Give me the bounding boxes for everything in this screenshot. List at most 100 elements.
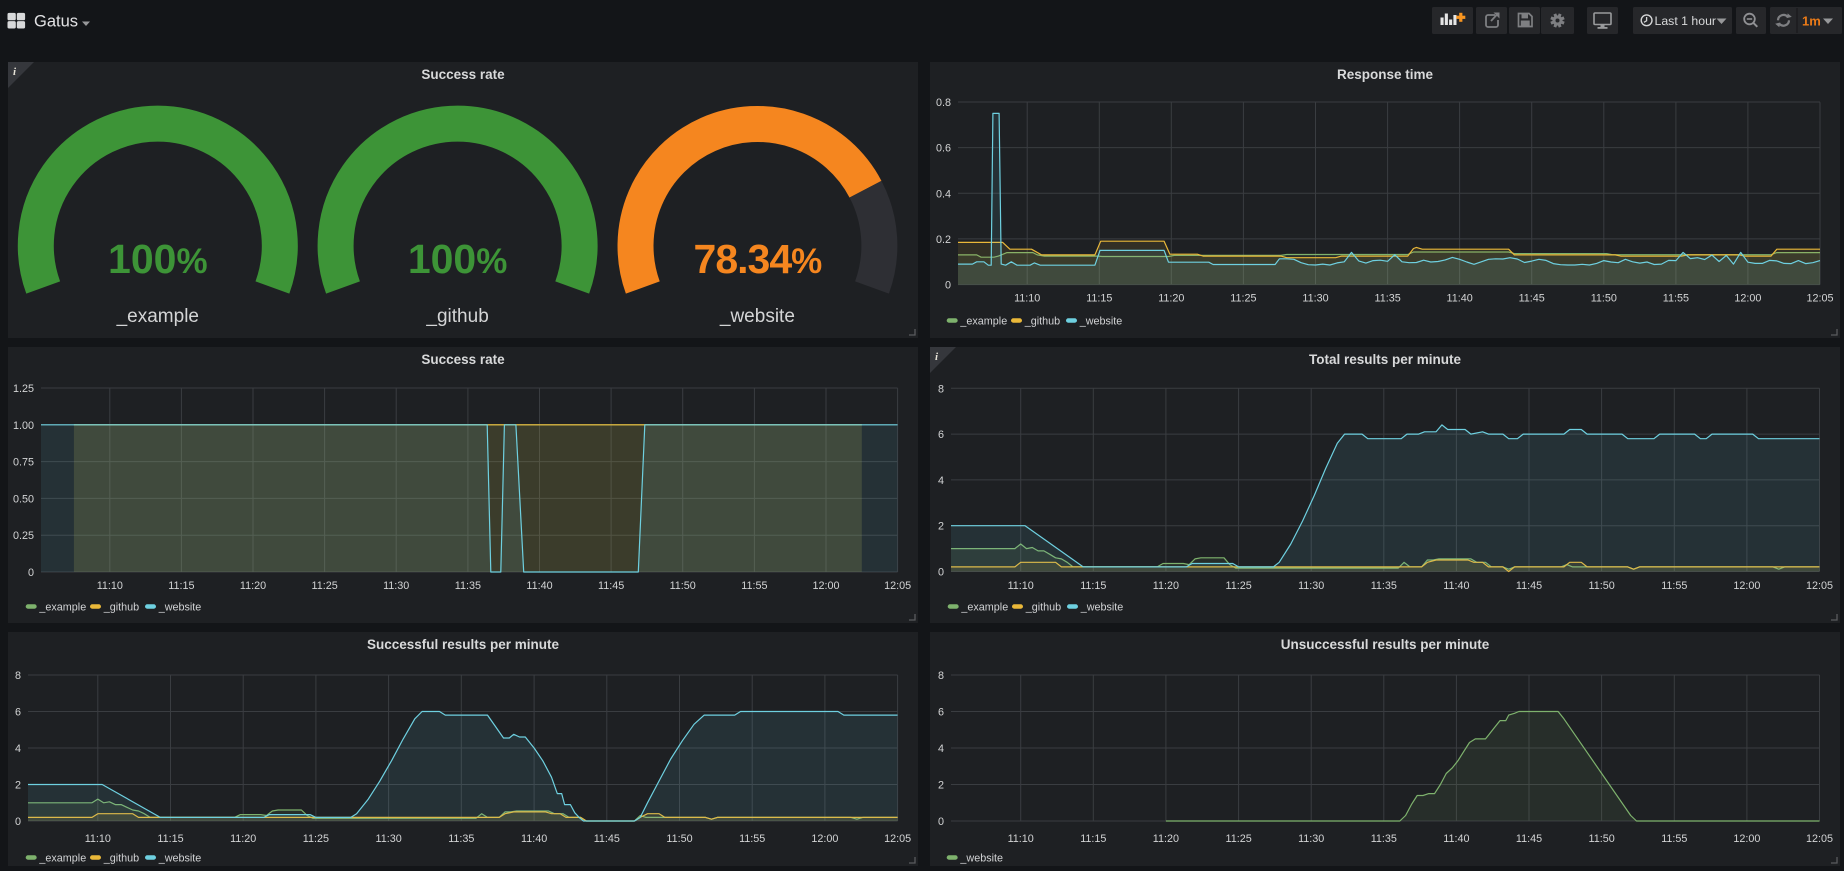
svg-text:_example: _example: [959, 316, 1007, 328]
svg-text:4: 4: [15, 743, 21, 755]
svg-text:11:50: 11:50: [1588, 580, 1614, 592]
svg-text:12:00: 12:00: [1733, 833, 1760, 845]
svg-text:12:00: 12:00: [812, 580, 839, 592]
svg-text:11:10: 11:10: [97, 580, 123, 592]
svg-text:6: 6: [938, 429, 944, 441]
svg-text:2: 2: [938, 780, 944, 792]
svg-text:0.8: 0.8: [936, 97, 951, 109]
svg-text:_website: _website: [1080, 602, 1124, 614]
svg-text:Gatus: Gatus: [34, 13, 78, 31]
svg-text:11:35: 11:35: [455, 580, 481, 592]
svg-text:1m: 1m: [1802, 13, 1821, 28]
svg-text:_example: _example: [960, 602, 1008, 614]
svg-text:11:15: 11:15: [1080, 833, 1106, 845]
svg-text:11:35: 11:35: [448, 833, 474, 845]
svg-text:1.25: 1.25: [13, 383, 34, 395]
svg-text:11:50: 11:50: [670, 580, 696, 592]
svg-text:11:20: 11:20: [1158, 293, 1184, 305]
svg-text:11:25: 11:25: [311, 580, 337, 592]
svg-text:11:10: 11:10: [85, 833, 111, 845]
svg-text:11:25: 11:25: [1225, 580, 1251, 592]
svg-text:_website: _website: [158, 853, 202, 865]
svg-text:11:55: 11:55: [1661, 580, 1687, 592]
svg-text:Successful results per minute: Successful results per minute: [367, 637, 560, 652]
svg-text:100%: 100%: [408, 236, 508, 282]
svg-text:100%: 100%: [108, 236, 208, 282]
svg-text:6: 6: [15, 707, 21, 719]
svg-text:2: 2: [938, 521, 944, 533]
svg-text:i: i: [13, 66, 17, 78]
svg-text:11:30: 11:30: [1298, 580, 1324, 592]
svg-text:_github: _github: [103, 602, 139, 614]
svg-text:6: 6: [938, 707, 944, 719]
svg-text:0.75: 0.75: [13, 457, 34, 469]
svg-text:11:45: 11:45: [598, 580, 624, 592]
svg-text:1.00: 1.00: [13, 420, 34, 432]
svg-text:Last 1 hour: Last 1 hour: [1655, 14, 1717, 28]
svg-text:11:20: 11:20: [1153, 580, 1179, 592]
svg-text:0: 0: [938, 567, 944, 579]
svg-text:11:15: 11:15: [1086, 293, 1112, 305]
svg-text:Total results per minute: Total results per minute: [1309, 352, 1462, 367]
svg-text:11:50: 11:50: [1588, 833, 1614, 845]
svg-text:0.25: 0.25: [13, 530, 34, 542]
svg-text:Success rate: Success rate: [421, 352, 505, 367]
svg-text:12:05: 12:05: [1806, 580, 1833, 592]
svg-text:0.2: 0.2: [936, 234, 951, 246]
svg-text:12:05: 12:05: [1806, 293, 1833, 305]
svg-text:11:25: 11:25: [303, 833, 329, 845]
svg-text:11:25: 11:25: [1230, 293, 1256, 305]
svg-text:12:00: 12:00: [1733, 580, 1760, 592]
svg-text:4: 4: [938, 743, 944, 755]
svg-text:11:55: 11:55: [1663, 293, 1689, 305]
svg-text:11:55: 11:55: [1661, 833, 1687, 845]
svg-text:11:40: 11:40: [1443, 833, 1469, 845]
svg-text:8: 8: [938, 670, 944, 682]
svg-text:11:45: 11:45: [1516, 833, 1542, 845]
svg-text:11:15: 11:15: [168, 580, 194, 592]
svg-text:_website: _website: [1079, 316, 1123, 328]
svg-text:4: 4: [938, 475, 944, 487]
svg-text:11:40: 11:40: [521, 833, 547, 845]
svg-text:11:15: 11:15: [1080, 580, 1106, 592]
svg-text:11:55: 11:55: [741, 580, 767, 592]
svg-text:78.34%: 78.34%: [694, 236, 823, 282]
svg-text:0.50: 0.50: [13, 493, 34, 505]
svg-text:_website: _website: [959, 853, 1003, 865]
svg-text:Unsuccessful results per minut: Unsuccessful results per minute: [1281, 637, 1490, 652]
svg-text:_website: _website: [158, 602, 202, 614]
svg-text:11:10: 11:10: [1008, 580, 1034, 592]
svg-text:0.6: 0.6: [936, 143, 951, 155]
svg-text:_github: _github: [103, 853, 139, 865]
svg-text:_example: _example: [38, 853, 86, 865]
svg-text:11:55: 11:55: [739, 833, 765, 845]
svg-text:2: 2: [15, 780, 21, 792]
svg-text:12:00: 12:00: [1734, 293, 1761, 305]
svg-text:_github: _github: [425, 306, 488, 327]
svg-text:11:30: 11:30: [375, 833, 401, 845]
svg-text:0.4: 0.4: [936, 188, 951, 200]
svg-text:11:25: 11:25: [1225, 833, 1251, 845]
svg-text:11:45: 11:45: [1519, 293, 1545, 305]
svg-text:_github: _github: [1025, 602, 1061, 614]
svg-text:11:20: 11:20: [240, 580, 266, 592]
svg-text:Response time: Response time: [1337, 67, 1434, 82]
svg-text:_website: _website: [719, 306, 795, 327]
svg-text:0: 0: [938, 816, 944, 828]
svg-text:i: i: [935, 351, 939, 363]
svg-text:8: 8: [15, 670, 21, 682]
svg-text:_github: _github: [1024, 316, 1060, 328]
svg-text:11:35: 11:35: [1371, 833, 1397, 845]
svg-text:8: 8: [938, 383, 944, 395]
svg-text:11:50: 11:50: [666, 833, 692, 845]
svg-text:0: 0: [945, 280, 951, 292]
svg-text:11:30: 11:30: [1298, 833, 1324, 845]
svg-text:11:45: 11:45: [1516, 580, 1542, 592]
svg-text:11:40: 11:40: [1446, 293, 1472, 305]
svg-text:0: 0: [15, 816, 21, 828]
svg-text:_example: _example: [38, 602, 86, 614]
svg-text:11:45: 11:45: [594, 833, 620, 845]
svg-text:12:00: 12:00: [811, 833, 838, 845]
svg-text:0: 0: [28, 567, 34, 579]
svg-text:Success rate: Success rate: [421, 67, 505, 82]
